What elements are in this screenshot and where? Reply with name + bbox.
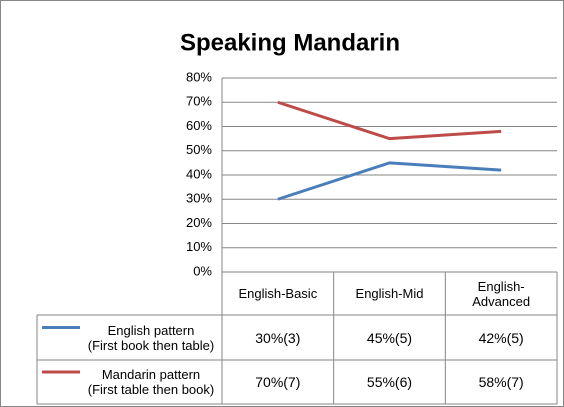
data-label: 70%(7) (255, 374, 301, 390)
y-tick-label: 20% (186, 215, 212, 230)
y-tick-label: 30% (186, 191, 212, 206)
series-line (277, 100, 502, 141)
y-tick-label: 50% (186, 142, 212, 157)
data-label: 58%(7) (478, 374, 524, 390)
data-label: 30%(3) (255, 329, 301, 346)
data-label: 55%(6) (366, 374, 413, 390)
y-tick-label: 80% (186, 69, 212, 84)
series-line (277, 161, 502, 201)
chart-title: Speaking Mandarin (180, 29, 400, 56)
y-tick-label: 70% (186, 94, 212, 109)
category-label: English-Basic (238, 286, 318, 301)
y-tick-label: 40% (186, 166, 212, 181)
y-tick-label: 60% (186, 118, 212, 133)
legend-label: Mandarin pattern (First table then book) (87, 367, 215, 397)
category-label: English-Advanced (472, 278, 531, 309)
data-label: 45%(5) (366, 329, 413, 346)
data-label: 42%(5) (478, 329, 524, 346)
y-tick-label: 0% (193, 263, 212, 278)
category-label: English-Mid (355, 286, 424, 301)
y-tick-label: 10% (186, 239, 212, 254)
legend-label: English pattern (First book then table) (87, 322, 215, 353)
